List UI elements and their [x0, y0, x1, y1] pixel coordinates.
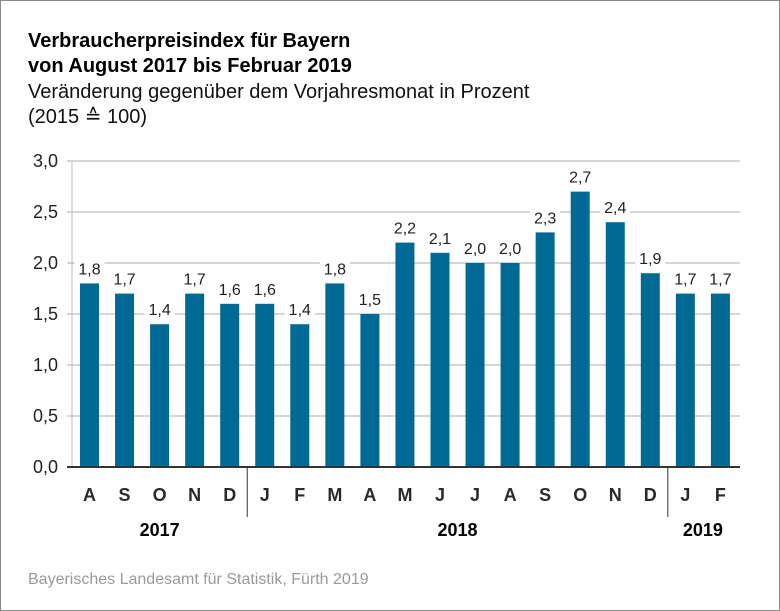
x-tick-label: M — [397, 485, 412, 505]
bar — [605, 222, 625, 467]
bar — [325, 283, 345, 467]
data-label-background — [389, 217, 420, 238]
data-label-background — [179, 268, 210, 289]
data-label: 2,3 — [534, 210, 556, 227]
data-label: 1,4 — [148, 302, 170, 319]
y-tick-label: 2,5 — [33, 202, 58, 222]
x-tick-label: N — [188, 485, 201, 505]
data-label-background — [495, 238, 526, 258]
bar — [675, 293, 695, 467]
data-label: 1,9 — [639, 251, 661, 268]
data-label-background — [670, 268, 701, 289]
bar — [290, 324, 310, 467]
title-line-2: von August 2017 bis Februar 2019 — [28, 55, 352, 77]
y-tick-label: 3,0 — [33, 151, 58, 171]
chart-subtitle: Veränderung gegenüber dem Vorjahresmonat… — [28, 80, 529, 130]
x-tick-label: D — [223, 485, 236, 505]
x-tick-label: N — [609, 485, 622, 505]
chart-title: Verbraucherpreisindex für Bayern von Aug… — [28, 29, 352, 79]
bar-chart: 1,8 1,7 1,4 1,7 1,6 1,6 1,4 1,8 1,5 2,2 2,1 2,0 2,0 2… — [33, 151, 740, 540]
y-tick-label: 1,5 — [33, 304, 58, 324]
year-label: 2018 — [438, 520, 478, 540]
bar — [535, 232, 555, 467]
data-label: 2,2 — [394, 221, 416, 238]
axes: 0,0 0,5 1,0 1,5 2,0 2,5 3,0 A S O N D J F M A M J J A S O N D J F… — [33, 151, 740, 540]
data-label-background — [249, 278, 280, 299]
data-label: 1,8 — [78, 261, 100, 278]
title-line-1: Verbraucherpreisindex für Bayern — [28, 30, 351, 52]
y-tick-label: 1,0 — [33, 355, 58, 375]
data-label: 1,7 — [113, 272, 135, 289]
data-label: 2,0 — [499, 241, 521, 258]
data-label-background — [600, 197, 631, 218]
bar — [570, 191, 590, 467]
data-label-background — [565, 166, 596, 187]
data-label-background — [705, 268, 736, 289]
data-label-background — [109, 268, 140, 289]
subtitle-line-2: (2015 ≙ 100) — [28, 106, 148, 128]
x-tick-label: J — [470, 485, 480, 505]
data-label: 1,5 — [359, 292, 381, 309]
data-label-background — [214, 278, 245, 299]
data-label-background — [319, 258, 350, 279]
data-label: 2,1 — [429, 231, 451, 248]
bar — [115, 293, 135, 467]
bar — [360, 314, 380, 467]
x-tick-label: J — [680, 485, 690, 505]
data-label: 1,4 — [289, 302, 311, 319]
subtitle-line-1: Veränderung gegenüber dem Vorjahresmonat… — [28, 81, 530, 103]
data-label-background — [74, 258, 105, 279]
bar — [395, 242, 415, 467]
bar — [185, 293, 205, 467]
x-tick-label: F — [715, 485, 726, 505]
bar — [710, 293, 730, 467]
x-tick-label: O — [573, 485, 587, 505]
data-label: 1,7 — [184, 272, 206, 289]
data-labels: 1,8 1,7 1,4 1,7 1,6 1,6 1,4 1,8 1,5 2,2 2,1 2,0 2,0 2… — [74, 166, 736, 320]
data-label: 1,8 — [324, 261, 346, 278]
x-tick-label: A — [363, 485, 376, 505]
bar — [220, 303, 240, 467]
data-label: 2,7 — [569, 170, 591, 187]
x-tick-label: S — [539, 485, 551, 505]
data-label: 1,6 — [254, 282, 276, 299]
bar — [430, 252, 450, 467]
bar — [500, 263, 520, 467]
year-label: 2017 — [140, 520, 180, 540]
bar — [80, 283, 99, 467]
x-tick-label: J — [260, 485, 270, 505]
data-label: 1,7 — [674, 272, 696, 289]
y-tick-label: 2,0 — [33, 253, 58, 273]
data-label-background — [635, 248, 666, 269]
bar — [465, 263, 485, 467]
data-label-background — [144, 299, 175, 320]
data-label-background — [460, 238, 491, 258]
y-tick-label: 0,0 — [33, 457, 58, 477]
x-tick-label: A — [504, 485, 517, 505]
data-label-background — [354, 289, 385, 309]
data-label: 2,4 — [604, 200, 626, 217]
x-tick-label: M — [327, 485, 342, 505]
y-tick-label: 0,5 — [33, 406, 58, 426]
data-label-background — [284, 299, 315, 320]
x-tick-label: A — [83, 485, 96, 505]
data-label: 2,0 — [464, 241, 486, 258]
bar — [255, 303, 275, 467]
data-label: 1,7 — [709, 272, 731, 289]
bars — [80, 191, 730, 467]
data-label-background — [530, 207, 561, 228]
bar — [640, 273, 660, 467]
x-tick-label: F — [294, 485, 305, 505]
x-tick-label: S — [119, 485, 131, 505]
data-label-background — [425, 227, 455, 248]
data-label: 1,6 — [219, 282, 241, 299]
year-label: 2019 — [683, 520, 723, 540]
x-tick-label: J — [435, 485, 445, 505]
x-tick-label: O — [153, 485, 167, 505]
x-tick-label: D — [644, 485, 657, 505]
source-note: Bayerisches Landesamt für Statistik, Für… — [28, 571, 369, 588]
bar — [150, 324, 170, 467]
